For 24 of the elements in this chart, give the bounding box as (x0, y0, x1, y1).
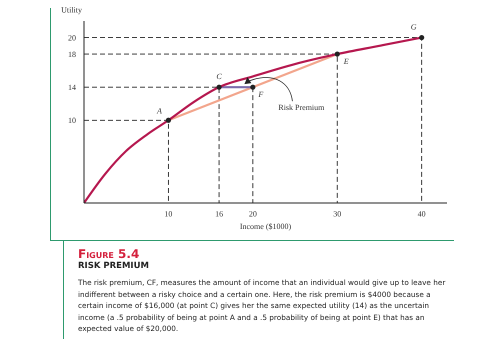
point (419, 34, 424, 40)
y-tick-label: 20 (68, 33, 76, 42)
x-tick-label: 30 (333, 210, 342, 219)
point (166, 118, 172, 123)
x-tick-label: 10 (164, 210, 172, 219)
annotation: F (257, 90, 264, 100)
y-tick-label: 14 (68, 83, 76, 92)
x-tick-label: 40 (418, 210, 426, 219)
text: RISK PREMIUM (78, 261, 150, 272)
x-tick-label: 16 (215, 210, 224, 219)
y-tick-label: 10 (68, 116, 76, 126)
annotation: G (410, 22, 417, 32)
x-tick-label: 20 (248, 210, 257, 219)
point (216, 84, 222, 90)
annotation: C (216, 72, 222, 82)
y-axis-title: Utility (61, 6, 82, 15)
annotation: A (156, 106, 162, 116)
point (334, 51, 340, 57)
x-axis-title: Income ($1000) (240, 222, 292, 231)
point (250, 84, 256, 90)
text: Figure 5.4 (78, 247, 140, 261)
annotation: E (342, 57, 349, 66)
y-tick-label: 18 (68, 50, 76, 59)
annotation: Risk Premium (278, 103, 326, 112)
